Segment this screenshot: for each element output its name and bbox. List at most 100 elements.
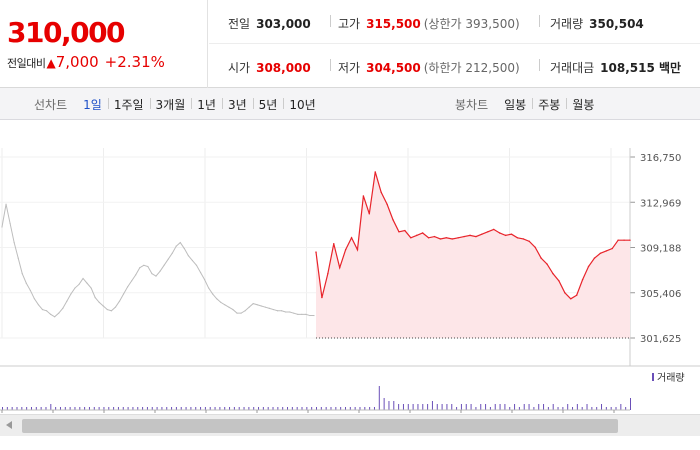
volume-bar [272, 407, 274, 410]
volume-legend-icon [652, 373, 654, 381]
volume-bar [485, 404, 487, 410]
tab-5year[interactable]: 5년 [252, 96, 284, 113]
volume-bar [156, 407, 158, 410]
volume-bar [137, 407, 139, 410]
previous-price-point [179, 241, 181, 244]
volume-bar [229, 407, 231, 410]
previous-price-point [74, 287, 76, 289]
volume-bar [320, 407, 322, 410]
volume-bar [489, 407, 491, 410]
previous-price-point [276, 310, 279, 312]
today-price-point [333, 243, 335, 245]
previous-price-point [86, 282, 88, 284]
tab-1week[interactable]: 1주일 [107, 96, 150, 113]
today-price-point [504, 234, 507, 237]
scroll-thumb[interactable] [22, 419, 618, 433]
volume-bar [132, 407, 134, 410]
volume-bar [373, 407, 375, 410]
volume-bar [11, 407, 13, 410]
chart-scrollbar[interactable] [0, 414, 700, 436]
volume-bar [547, 407, 549, 410]
volume-bar [344, 407, 346, 410]
candle-chart-tabs: 봉차트 일봉 주봉 월봉 [455, 88, 600, 120]
previous-price-point [114, 306, 117, 308]
volume-bar [460, 404, 462, 410]
today-price-point [581, 278, 584, 281]
previous-price-point [106, 308, 108, 311]
volume-bar [431, 401, 433, 410]
volume-bar [615, 407, 617, 410]
volume-bar [354, 407, 356, 410]
tab-monthly-candle[interactable]: 월봉 [566, 96, 600, 113]
divider [539, 59, 540, 71]
price-chart[interactable]: 316,750 312,969 309,188 305,406 301,625 거래량 [0, 120, 700, 420]
volume-bar [26, 407, 28, 410]
volume-bar [620, 404, 622, 410]
volume-bar [127, 407, 129, 410]
volume-bar [84, 407, 86, 410]
today-price-point [380, 191, 382, 194]
today-price-point [463, 235, 465, 238]
stats-row-1: 전일 303,000 고가 315,500 (상한가 393,500) 거래량 350,… [209, 0, 700, 44]
volume-bar [219, 407, 221, 410]
volume-bar [470, 404, 472, 410]
volume-bar [335, 407, 337, 410]
volume-bar [209, 407, 211, 410]
volume-bar [625, 407, 627, 410]
tab-3year[interactable]: 3년 [221, 96, 253, 113]
current-price: 310,000 [7, 16, 126, 49]
today-price-point [593, 257, 596, 259]
volume-bar [301, 407, 303, 410]
previous-price-point [151, 273, 153, 275]
previous-price-point [280, 310, 283, 312]
today-price-point [368, 213, 371, 215]
previous-price-point [143, 264, 145, 266]
price-area-fill [316, 171, 630, 338]
y-tick-label: 309,188 [640, 244, 681, 255]
today-price-point [498, 232, 501, 234]
volume-bar [441, 404, 443, 410]
volume-bar [146, 407, 148, 410]
previous-price-point [70, 293, 72, 295]
today-price-point [344, 249, 347, 251]
today-price-point [421, 232, 424, 234]
volume-bar [528, 404, 530, 410]
stat-volume: 거래량 350,504 [550, 17, 644, 31]
volume-bar [610, 407, 612, 410]
volume-bar [248, 407, 250, 410]
tab-10year[interactable]: 10년 [283, 96, 321, 113]
previous-price-point [139, 267, 141, 269]
change-percent: +2.31% [104, 53, 165, 71]
previous-price-point [37, 304, 40, 306]
volume-bar [475, 407, 477, 410]
previous-price-line [1, 204, 314, 318]
tab-1day[interactable]: 1일 [83, 97, 102, 112]
volume-bar [55, 407, 57, 410]
previous-price-point [260, 305, 262, 307]
today-price-point [356, 249, 359, 251]
previous-price-point [54, 316, 56, 318]
previous-price-point [289, 311, 291, 313]
volume-bar [340, 407, 342, 410]
volume-bar [533, 407, 535, 410]
volume-bar [364, 407, 366, 410]
line-chart-title: 선차트 [34, 97, 68, 112]
today-price-point [617, 239, 619, 241]
volume-bar [316, 407, 317, 410]
today-price-point [433, 235, 436, 238]
tab-weekly-candle[interactable]: 주봉 [532, 96, 566, 113]
volume-bar [45, 407, 47, 410]
previous-price-point [66, 300, 68, 302]
tab-3month[interactable]: 3개월 [149, 96, 192, 113]
previous-price-point [297, 313, 299, 315]
volume-bar [108, 407, 110, 410]
volume-bar [64, 407, 66, 410]
volume-bar [195, 407, 197, 410]
volume-bar [402, 404, 404, 410]
scroll-left-icon[interactable] [6, 421, 12, 429]
tab-daily-candle[interactable]: 일봉 [504, 97, 527, 112]
tab-1year[interactable]: 1년 [191, 96, 222, 113]
previous-price-point [29, 289, 31, 292]
divider [330, 15, 331, 27]
today-price-point [350, 237, 353, 239]
